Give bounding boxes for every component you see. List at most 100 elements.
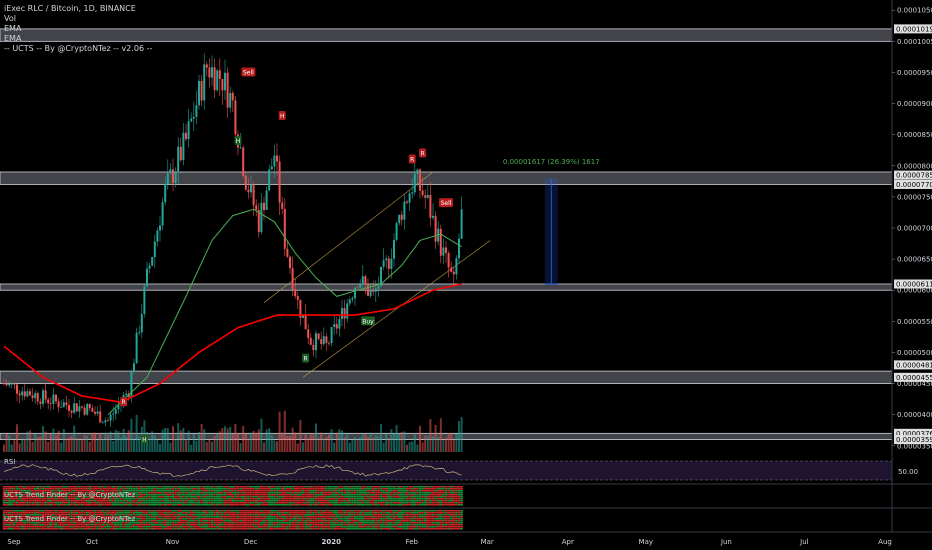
candle-body [304, 314, 307, 330]
trend-cell [296, 500, 300, 502]
trend-cell [434, 496, 437, 498]
trend-cell [36, 524, 40, 526]
trend-cell [59, 518, 63, 520]
trend-cell [436, 526, 440, 528]
trend-cell [208, 500, 211, 502]
trend-cell [166, 488, 170, 490]
trend-cell [291, 512, 294, 514]
trend-cell [273, 516, 276, 518]
trend-cell [382, 490, 385, 492]
trend-cell [403, 490, 406, 492]
trend-cell [163, 518, 167, 520]
volume-bar [213, 435, 216, 452]
trend-cell [416, 490, 419, 492]
trend-cell [340, 488, 344, 490]
trend-cell [18, 502, 21, 504]
trend-cell [405, 504, 409, 506]
trend-cell [377, 526, 380, 528]
trend-cell [117, 502, 120, 504]
price-axis[interactable]: 0.000105000.000100500.000095000.00009000… [891, 0, 932, 532]
trend-cell [418, 502, 422, 504]
trend-cell [317, 526, 320, 528]
trend-cell [267, 498, 271, 500]
trend-cell [379, 500, 383, 502]
trend-cell [369, 498, 372, 500]
trend-cell [356, 496, 359, 498]
trend-cell [431, 524, 435, 526]
trend-cell [447, 498, 450, 500]
trend-cell [156, 494, 159, 496]
candle-body [151, 257, 154, 266]
volume-bar [205, 442, 208, 452]
trend-cell [114, 522, 118, 524]
trend-cell [392, 516, 396, 518]
trend-cell [184, 488, 188, 490]
trend-cell [52, 498, 55, 500]
trend-cell [93, 514, 97, 516]
trend-cell [265, 528, 268, 530]
trend-cell [80, 524, 84, 526]
trend-cell [65, 516, 68, 518]
trend-cell [197, 524, 201, 526]
trend-cell [351, 504, 354, 506]
trend-cell [31, 528, 34, 530]
trend-cell [421, 492, 424, 494]
trend-cell [137, 526, 141, 528]
trend-cell [265, 510, 268, 512]
trend-cell [439, 522, 443, 524]
trend-cell [111, 514, 115, 516]
trend-cell [197, 494, 201, 496]
trend-cell [197, 528, 201, 530]
candle-body [117, 404, 120, 410]
trend-cell [275, 518, 279, 520]
trend-cell [215, 496, 219, 498]
candle-body [390, 258, 393, 269]
trend-cell [31, 516, 34, 518]
time-axis[interactable]: Sep Oct Nov Dec 2020 Feb Mar Apr May Jun Jul Aug [0, 531, 932, 546]
trend-cell [20, 504, 24, 506]
trend-cell [286, 490, 289, 492]
trend-cell [132, 504, 136, 506]
time-tick-label: Feb [406, 538, 419, 546]
trend-cell [202, 488, 206, 490]
trend-cell [179, 498, 183, 500]
trend-finder-label-2: UCTS Trend Finder -- By @CryptoNTez [4, 515, 136, 523]
volume-bar [44, 431, 47, 452]
trend-cell [85, 524, 89, 526]
trend-cell [59, 526, 63, 528]
trend-cell [166, 490, 170, 492]
candle-body [221, 78, 224, 91]
trend-cell [119, 502, 123, 504]
trend-cell [299, 498, 302, 500]
trend-cell [340, 518, 344, 520]
trend-cell [174, 498, 177, 500]
trend-cell [57, 516, 60, 518]
trend-cell [98, 528, 102, 530]
trend-cell [257, 500, 261, 502]
trend-cell [319, 490, 323, 492]
trend-cell [267, 526, 271, 528]
trend-cell [52, 494, 55, 496]
trend-cell [338, 528, 341, 530]
trend-cell [137, 486, 141, 488]
trend-cell [358, 486, 362, 488]
trend-cell [314, 488, 318, 490]
trend-cell [413, 490, 417, 492]
trend-cell [358, 526, 362, 528]
trend-cell [54, 518, 58, 520]
candle-body [250, 184, 252, 193]
trend-cell [13, 520, 16, 522]
trend-cell [163, 490, 167, 492]
trend-cell [421, 494, 424, 496]
volume-bar [10, 444, 13, 452]
volume-bar [317, 438, 320, 452]
trend-cell [132, 514, 136, 516]
trend-cell [49, 504, 53, 506]
trend-cell [187, 498, 190, 500]
trend-cell [265, 524, 268, 526]
trend-cell [33, 510, 37, 512]
trend-cell [265, 494, 268, 496]
trend-cell [397, 518, 401, 520]
trend-cell [299, 524, 302, 526]
